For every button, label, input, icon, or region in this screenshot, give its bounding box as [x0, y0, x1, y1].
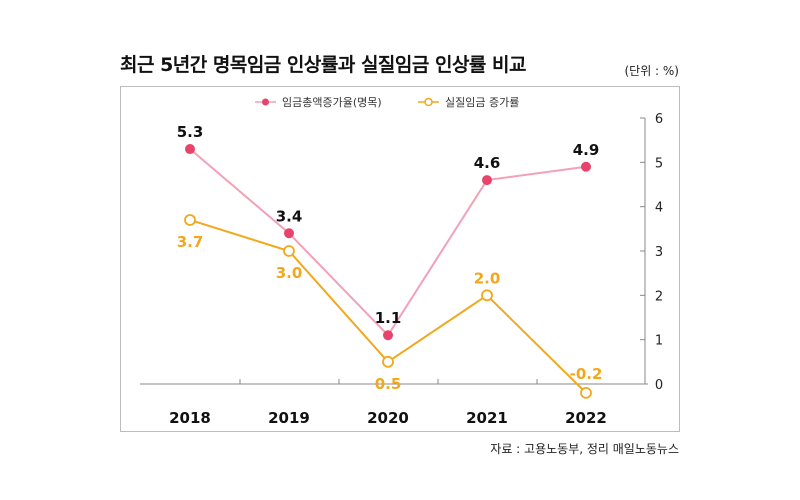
y-tick-label: 4 — [655, 201, 663, 216]
legend-label-nominal: 임금총액증가율(명목) — [282, 96, 382, 109]
data-label-nominal: 4.6 — [474, 154, 501, 172]
data-point-nominal — [185, 144, 195, 155]
legend-marker-nominal — [262, 98, 269, 106]
data-label-real: 0.5 — [375, 375, 402, 393]
data-point-real — [382, 355, 394, 368]
data-label-nominal: 5.3 — [177, 123, 204, 141]
x-tick-label: 2022 — [565, 409, 607, 427]
data-label-nominal: 4.9 — [573, 141, 600, 159]
series-line-nominal — [189, 148, 587, 337]
data-point-real — [283, 245, 295, 257]
data-point-real — [580, 386, 592, 399]
data-point-nominal — [482, 175, 492, 186]
y-tick-label: 0 — [655, 378, 663, 393]
data-label-real: -0.2 — [570, 365, 603, 383]
data-label-nominal: 3.4 — [276, 207, 303, 225]
data-point-real — [184, 214, 196, 226]
data-point-real — [481, 289, 493, 302]
chart-title: 최근 5년간 명목임금 인상률과 실질임금 인상률 비교 — [120, 54, 527, 76]
x-tick-label: 2018 — [169, 409, 211, 427]
chart-frame — [120, 86, 680, 432]
y-tick-label: 2 — [655, 289, 663, 304]
legend-label-real: 실질임금 증가률 — [445, 96, 519, 109]
y-tick-label: 5 — [655, 156, 663, 171]
y-tick-label: 1 — [655, 334, 663, 349]
x-tick-label: 2020 — [367, 409, 409, 427]
data-label-nominal: 1.1 — [375, 309, 402, 327]
data-point-nominal — [284, 228, 294, 239]
y-tick-label: 3 — [655, 245, 663, 260]
x-tick-label: 2019 — [268, 409, 310, 427]
data-label-real: 3.7 — [177, 233, 204, 251]
y-tick-label: 6 — [655, 112, 663, 127]
data-point-nominal — [581, 161, 591, 172]
unit-label: (단위 : %) — [624, 64, 679, 78]
x-tick-label: 2021 — [466, 409, 508, 427]
data-label-real: 3.0 — [276, 264, 303, 282]
source-note: 자료 : 고용노동부, 정리 매일노동뉴스 — [490, 442, 679, 456]
data-label-real: 2.0 — [474, 269, 501, 287]
data-point-nominal — [383, 330, 393, 341]
legend-marker-real — [424, 97, 433, 107]
